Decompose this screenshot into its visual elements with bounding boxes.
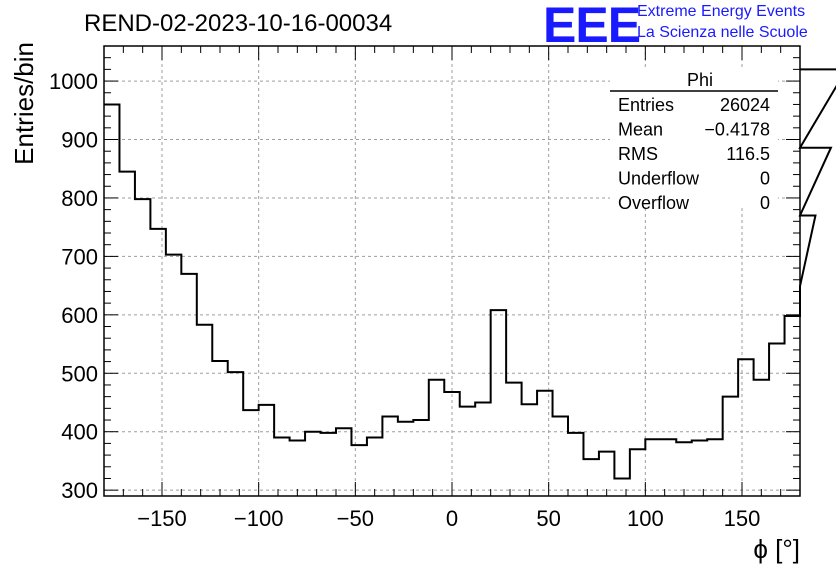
x-tick-label: 0 xyxy=(446,506,458,531)
stats-row-value: 0 xyxy=(760,169,770,189)
stats-row-label: Underflow xyxy=(618,169,700,189)
x-tick-label: −50 xyxy=(337,506,374,531)
stats-row-label: Mean xyxy=(618,120,663,140)
y-tick-label: 700 xyxy=(61,244,98,269)
y-tick-label: 600 xyxy=(61,303,98,328)
x-axis-label: ϕ [°] xyxy=(753,534,800,564)
y-tick-label: 800 xyxy=(61,186,98,211)
stats-row-label: Overflow xyxy=(618,193,690,213)
x-tick-label: −100 xyxy=(234,506,284,531)
stats-row-value: 26024 xyxy=(720,95,770,115)
logo-line-2: La Scienza nelle Scuole xyxy=(637,24,808,41)
histogram-line xyxy=(104,68,836,480)
tick-labels: −150 −100 −50 0 50 100 150 300 400 500 600 700 800 90… xyxy=(49,69,760,531)
x-tick-label: 150 xyxy=(724,506,761,531)
eee-logo: EEE xyxy=(543,0,641,53)
y-tick-label: 400 xyxy=(61,420,98,445)
x-tick-label: 50 xyxy=(536,506,560,531)
stats-row-value: 116.5 xyxy=(726,144,770,164)
stats-row-value: 0 xyxy=(760,193,770,213)
y-tick-label: 300 xyxy=(61,478,98,503)
logo-line-1: Extreme Energy Events xyxy=(637,3,806,20)
x-tick-label: −150 xyxy=(137,506,187,531)
stats-rows: Entries 26024 Mean −0.4178 RMS 116.5 Underflow… xyxy=(618,95,770,213)
y-axis-label: Entries/bin xyxy=(9,42,39,165)
axis-ticks xyxy=(104,45,800,496)
stats-box: Phi Entries 26024 Mean −0.4178 RMS 116.5 Under… xyxy=(610,68,778,213)
stats-row-label: RMS xyxy=(618,144,658,164)
stats-row-value: −0.4178 xyxy=(704,120,770,140)
y-tick-label: 900 xyxy=(61,128,98,153)
y-tick-label: 500 xyxy=(61,361,98,386)
stats-box-name: Phi xyxy=(687,70,713,90)
y-tick-label: 1000 xyxy=(49,69,98,94)
chart-title: REND-02-2023-10-16-00034 xyxy=(84,10,393,37)
stats-row-label: Entries xyxy=(618,95,674,115)
x-tick-label: 100 xyxy=(627,506,664,531)
